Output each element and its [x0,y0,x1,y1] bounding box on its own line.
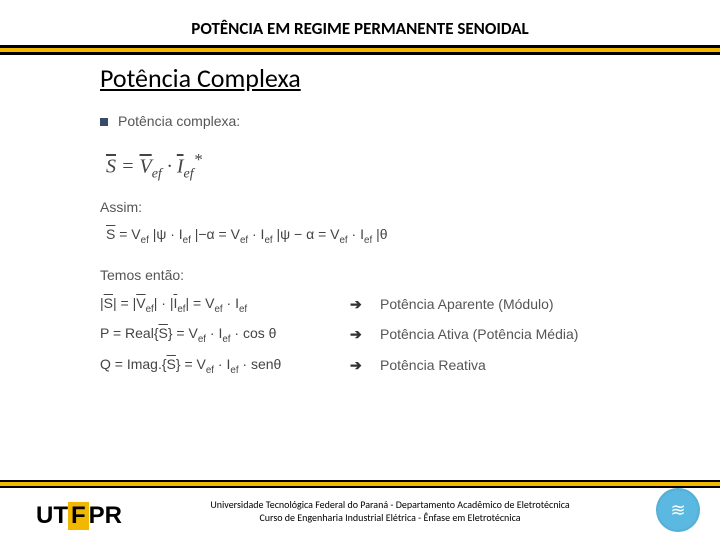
arrow-icon: ➔ [350,356,380,376]
logo-utfpr: UTFPR [36,502,122,530]
equation-main: S = Vef · Ief* [106,148,660,184]
bullet-icon [100,118,108,126]
equation-line-2: S = Vef |ψ · Ief |−α = Vef · Ief |ψ − α … [106,225,660,248]
footer-line-1: Universidade Tecnológica Federal do Para… [140,498,640,511]
bullet-row: Potência complexa: [100,112,660,132]
arrow-icon: ➔ [350,325,380,345]
wave-icon: ≋ [670,499,685,521]
footer-text: Universidade Tecnológica Federal do Para… [140,498,640,524]
content-region: Potência complexa: S = Vef · Ief* Assim:… [100,112,660,385]
eq-left: Q = Imag.{S} = Vef · Ief · senθ [100,355,350,378]
eq-left: |S| = |Vef| · |Ief| = Vef · Ief [100,294,350,317]
eq-right: Potência Ativa (Potência Média) [380,325,578,345]
logo-pr-text: PR [89,502,122,530]
eq-right: Potência Aparente (Módulo) [380,295,554,315]
logo-badge: ≋ [656,488,700,532]
equation-row-2: P = Real{S} = Vef · Ief · cos θ ➔ Potênc… [100,324,660,347]
bullet-label: Potência complexa: [118,112,240,132]
section-title: Potência Complexa [100,62,301,94]
footer-line-2: Curso de Engenharia Industrial Elétrica … [140,511,640,524]
footer-bar-bottom [0,486,720,488]
eq-left: P = Real{S} = Vef · Ief · cos θ [100,324,350,347]
equation-row-3: Q = Imag.{S} = Vef · Ief · senθ ➔ Potênc… [100,355,660,378]
arrow-icon: ➔ [350,295,380,315]
header-bar-bottom [0,52,720,55]
equation-row-1: |S| = |Vef| · |Ief| = Vef · Ief ➔ Potênc… [100,294,660,317]
logo-ut-text: UT [36,502,68,530]
slide-title: POTÊNCIA EM REGIME PERMANENTE SENOIDAL [0,18,720,39]
temos-label: Temos então: [100,266,660,286]
eq-right: Potência Reativa [380,356,486,376]
logo-f-text: F [68,502,89,530]
assim-label: Assim: [100,198,660,218]
